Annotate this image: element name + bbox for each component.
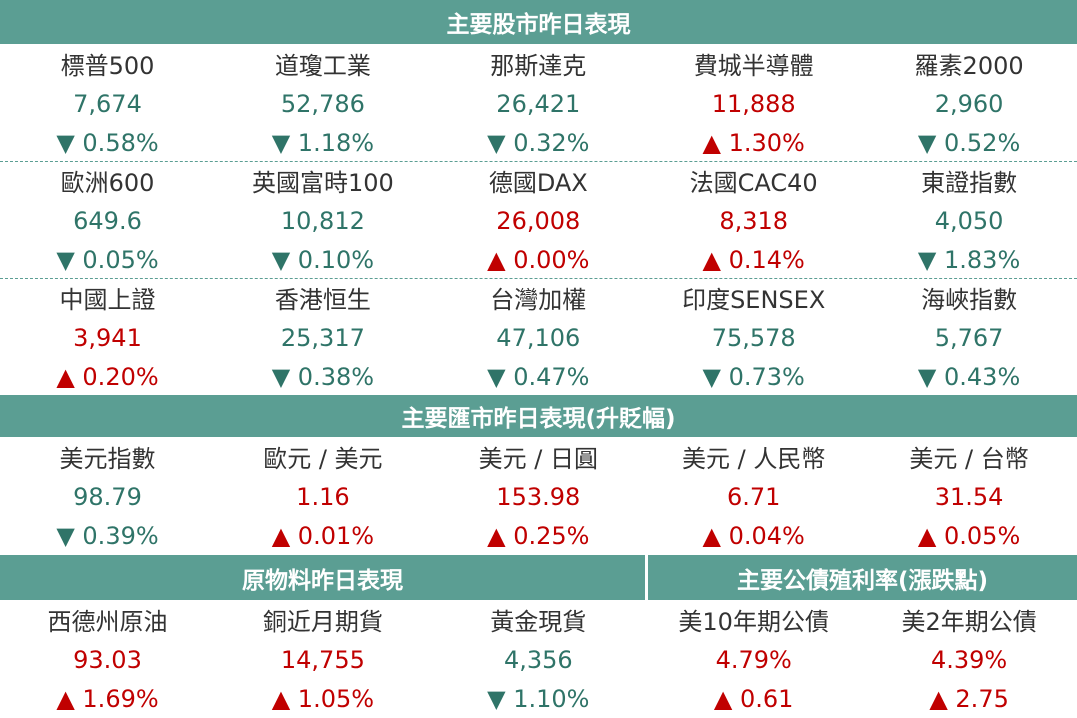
item-name: 銅近月期貨 — [262, 608, 383, 636]
item-value: 4,050 — [934, 207, 1004, 235]
item-name: 歐洲600 — [60, 169, 155, 197]
item-name: 西德州原油 — [47, 608, 168, 636]
item-change: ▼ 1.18% — [271, 129, 375, 157]
item-change: ▼ 0.73% — [702, 363, 805, 391]
item-change: ▲ 1.30% — [702, 129, 805, 157]
item-change: ▲ 0.05% — [917, 522, 1021, 550]
item-change: ▼ 0.10% — [271, 246, 375, 274]
item-change: ▼ 0.38% — [271, 363, 375, 391]
item-change: ▼ 1.10% — [487, 685, 590, 713]
item-name: 台灣加權 — [490, 286, 587, 314]
item-change: ▲ 0.00% — [487, 246, 590, 274]
item-name: 中國上證 — [59, 286, 156, 314]
section-header: 原物料昨日表現 — [0, 555, 645, 600]
item-change: ▼ 0.39% — [56, 522, 159, 550]
item-value: 6.71 — [726, 483, 781, 511]
item-name: 黃金現貨 — [490, 608, 587, 636]
item-value: 98.79 — [73, 483, 142, 511]
item-name: 美2年期公債 — [901, 608, 1037, 636]
divider — [0, 278, 1077, 279]
item-change: ▼ 0.58% — [56, 129, 159, 157]
item-name: 羅素2000 — [914, 52, 1024, 80]
item-name: 東證指數 — [921, 169, 1018, 197]
item-name: 法國CAC40 — [689, 169, 818, 197]
item-change: ▲ 0.01% — [271, 522, 375, 550]
item-change: ▼ 1.83% — [917, 246, 1021, 274]
item-value: 25,317 — [280, 324, 365, 352]
item-name: 歐元 / 美元 — [263, 445, 383, 473]
item-name: 美元 / 台幣 — [909, 445, 1029, 473]
divider — [0, 161, 1077, 162]
item-value: 4.79% — [715, 646, 792, 674]
item-change: ▼ 0.43% — [917, 363, 1021, 391]
item-change: ▼ 0.52% — [917, 129, 1021, 157]
item-value: 4.39% — [930, 646, 1008, 674]
item-value: 3,941 — [73, 324, 142, 352]
item-value: 31.54 — [934, 483, 1004, 511]
item-name: 英國富時100 — [251, 169, 394, 197]
section-header: 主要公債殖利率(漲跌點) — [648, 555, 1077, 600]
item-change: ▲ 1.69% — [56, 685, 159, 713]
item-value: 75,578 — [711, 324, 796, 352]
item-name: 海峽指數 — [921, 286, 1018, 314]
item-name: 那斯達克 — [490, 52, 587, 80]
item-value: 26,421 — [496, 90, 581, 118]
item-value: 47,106 — [496, 324, 581, 352]
item-change: ▲ 0.14% — [702, 246, 805, 274]
item-change: ▲ 1.05% — [271, 685, 375, 713]
item-change: ▲ 0.04% — [702, 522, 805, 550]
item-value: 8,318 — [719, 207, 789, 235]
item-value: 649.6 — [73, 207, 142, 235]
item-value: 7,674 — [73, 90, 142, 118]
item-name: 美元指數 — [59, 445, 156, 473]
item-value: 10,812 — [280, 207, 365, 235]
item-name: 香港恒生 — [274, 286, 371, 314]
item-value: 5,767 — [934, 324, 1004, 352]
item-value: 14,755 — [280, 646, 365, 674]
item-name: 美元 / 日圓 — [478, 445, 598, 473]
section-header: 主要匯市昨日表現(升貶幅) — [0, 395, 1077, 437]
section-header: 主要股市昨日表現 — [0, 0, 1077, 44]
item-name: 德國DAX — [488, 169, 588, 197]
item-change: ▲ 0.61 — [713, 685, 794, 713]
item-change: ▼ 0.05% — [56, 246, 159, 274]
item-name: 費城半導體 — [693, 52, 814, 80]
item-change: ▲ 0.20% — [56, 363, 159, 391]
item-value: 1.16 — [296, 483, 350, 511]
item-value: 4,356 — [503, 646, 573, 674]
item-change: ▲ 2.75 — [929, 685, 1009, 713]
item-name: 印度SENSEX — [682, 286, 826, 314]
item-value: 52,786 — [280, 90, 365, 118]
item-name: 道瓊工業 — [274, 52, 371, 80]
item-value: 11,888 — [711, 90, 796, 118]
item-name: 美10年期公債 — [678, 608, 829, 636]
item-change: ▼ 0.32% — [487, 129, 590, 157]
item-value: 26,008 — [496, 207, 581, 235]
item-value: 93.03 — [73, 646, 142, 674]
item-value: 2,960 — [934, 90, 1004, 118]
item-value: 153.98 — [496, 483, 581, 511]
item-change: ▲ 0.25% — [487, 522, 590, 550]
item-change: ▼ 0.47% — [487, 363, 590, 391]
item-name: 標普500 — [60, 52, 155, 80]
item-name: 美元 / 人民幣 — [682, 445, 826, 473]
